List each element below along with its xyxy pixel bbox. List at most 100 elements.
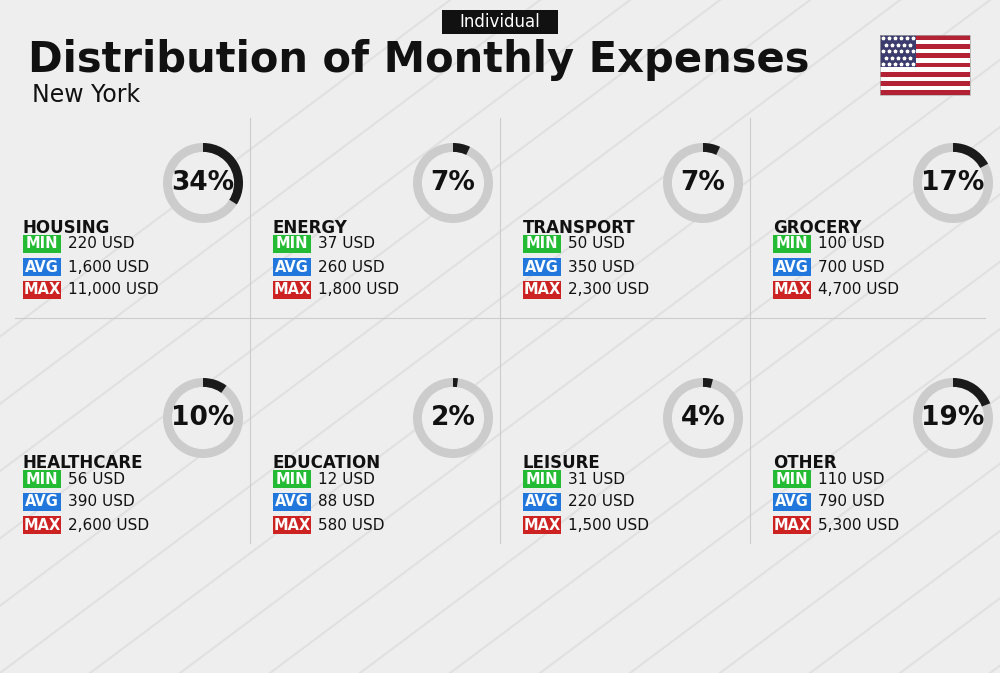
Text: 260 USD: 260 USD [318, 260, 385, 275]
FancyBboxPatch shape [773, 258, 811, 276]
Text: MAX: MAX [523, 518, 561, 532]
Text: 790 USD: 790 USD [818, 495, 885, 509]
Wedge shape [953, 378, 990, 406]
FancyBboxPatch shape [523, 281, 561, 299]
Text: 19%: 19% [921, 405, 985, 431]
FancyBboxPatch shape [523, 470, 561, 488]
FancyBboxPatch shape [523, 235, 561, 253]
Circle shape [173, 153, 233, 213]
Text: MIN: MIN [276, 472, 308, 487]
Wedge shape [703, 143, 720, 155]
Wedge shape [913, 143, 993, 223]
Text: AVG: AVG [25, 260, 59, 275]
Text: MAX: MAX [273, 518, 311, 532]
Text: 88 USD: 88 USD [318, 495, 375, 509]
Text: 37 USD: 37 USD [318, 236, 375, 252]
Bar [880, 49, 970, 53]
FancyBboxPatch shape [773, 281, 811, 299]
Text: 50 USD: 50 USD [568, 236, 625, 252]
Bar [880, 35, 916, 67]
Text: MAX: MAX [23, 283, 61, 297]
Wedge shape [163, 143, 243, 223]
Text: 1,600 USD: 1,600 USD [68, 260, 149, 275]
Text: MAX: MAX [273, 283, 311, 297]
Text: AVG: AVG [525, 495, 559, 509]
Wedge shape [663, 143, 743, 223]
Wedge shape [453, 378, 458, 388]
Text: 5,300 USD: 5,300 USD [818, 518, 899, 532]
FancyBboxPatch shape [523, 493, 561, 511]
Text: AVG: AVG [25, 495, 59, 509]
Text: MIN: MIN [276, 236, 308, 252]
Text: 10%: 10% [171, 405, 235, 431]
Wedge shape [913, 378, 993, 458]
Text: MAX: MAX [773, 518, 811, 532]
Bar [880, 44, 970, 49]
FancyBboxPatch shape [23, 516, 61, 534]
Wedge shape [413, 378, 493, 458]
Wedge shape [413, 143, 493, 223]
Text: MIN: MIN [776, 472, 808, 487]
Text: 100 USD: 100 USD [818, 236, 885, 252]
Wedge shape [163, 378, 243, 458]
Text: 11,000 USD: 11,000 USD [68, 283, 159, 297]
FancyBboxPatch shape [23, 235, 61, 253]
Bar [880, 85, 970, 90]
Text: MAX: MAX [773, 283, 811, 297]
Text: MIN: MIN [776, 236, 808, 252]
Text: MIN: MIN [526, 472, 558, 487]
Wedge shape [453, 143, 470, 155]
FancyBboxPatch shape [273, 493, 311, 511]
Text: 7%: 7% [431, 170, 475, 196]
Bar [880, 35, 970, 95]
Text: MIN: MIN [526, 236, 558, 252]
Text: 110 USD: 110 USD [818, 472, 885, 487]
Bar [880, 67, 970, 72]
Wedge shape [663, 378, 743, 458]
Text: 220 USD: 220 USD [568, 495, 635, 509]
Circle shape [673, 153, 733, 213]
Text: 7%: 7% [681, 170, 725, 196]
FancyBboxPatch shape [523, 516, 561, 534]
Text: Distribution of Monthly Expenses: Distribution of Monthly Expenses [28, 39, 810, 81]
Text: GROCERY: GROCERY [773, 219, 861, 237]
Text: 4%: 4% [681, 405, 725, 431]
Bar [880, 90, 970, 95]
FancyBboxPatch shape [523, 258, 561, 276]
Circle shape [673, 388, 733, 448]
Bar [880, 40, 970, 44]
Text: AVG: AVG [275, 495, 309, 509]
Bar [880, 72, 970, 77]
Wedge shape [203, 378, 227, 394]
FancyBboxPatch shape [773, 516, 811, 534]
Text: MIN: MIN [26, 236, 58, 252]
Wedge shape [203, 143, 243, 205]
Bar [880, 63, 970, 67]
Text: 390 USD: 390 USD [68, 495, 135, 509]
FancyBboxPatch shape [23, 470, 61, 488]
FancyBboxPatch shape [273, 470, 311, 488]
Text: 2,600 USD: 2,600 USD [68, 518, 149, 532]
FancyBboxPatch shape [273, 281, 311, 299]
FancyBboxPatch shape [23, 258, 61, 276]
Circle shape [923, 388, 983, 448]
Bar [880, 53, 970, 58]
FancyBboxPatch shape [442, 10, 558, 34]
Text: 220 USD: 220 USD [68, 236, 134, 252]
Text: 56 USD: 56 USD [68, 472, 125, 487]
Text: MAX: MAX [23, 518, 61, 532]
Text: 580 USD: 580 USD [318, 518, 384, 532]
Text: 2%: 2% [431, 405, 475, 431]
FancyBboxPatch shape [773, 493, 811, 511]
Text: 350 USD: 350 USD [568, 260, 635, 275]
Circle shape [423, 153, 483, 213]
Text: New York: New York [32, 83, 140, 107]
FancyBboxPatch shape [23, 281, 61, 299]
Text: OTHER: OTHER [773, 454, 837, 472]
Circle shape [173, 388, 233, 448]
Text: 31 USD: 31 USD [568, 472, 625, 487]
Text: 34%: 34% [171, 170, 235, 196]
Circle shape [423, 388, 483, 448]
Bar [880, 58, 970, 63]
FancyBboxPatch shape [273, 258, 311, 276]
